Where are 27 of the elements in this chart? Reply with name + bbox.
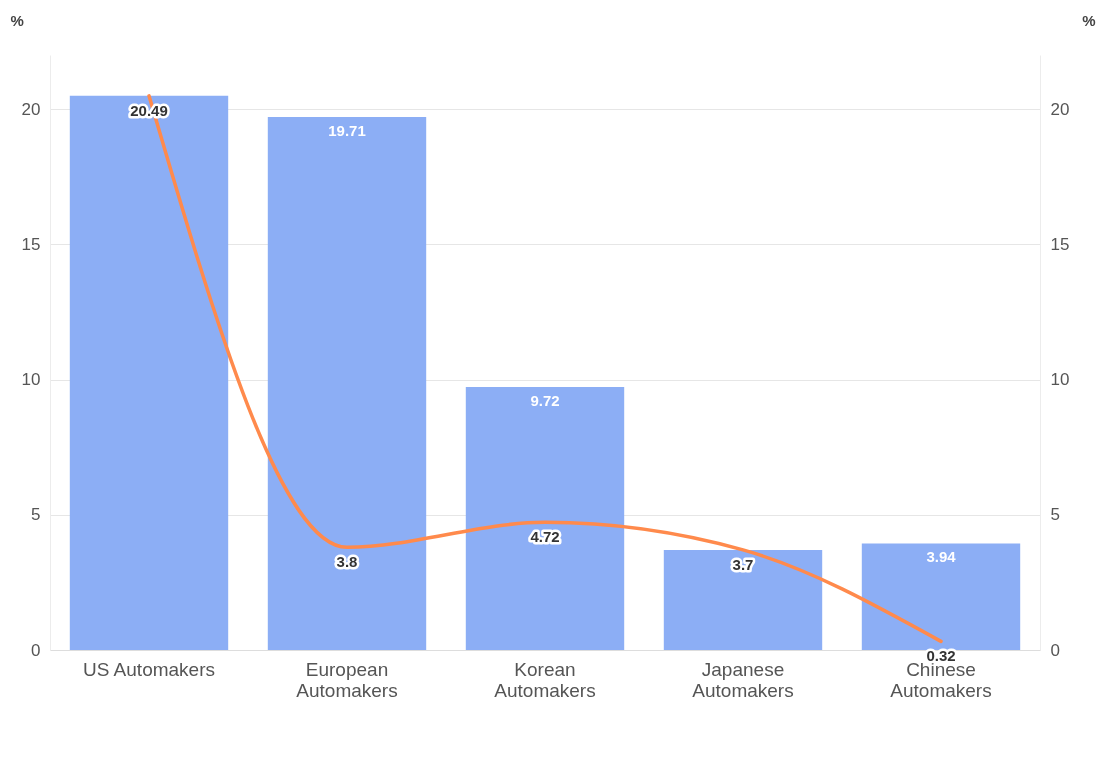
bar: [69, 95, 229, 650]
data-label: 3.94: [926, 548, 957, 566]
data-label: 3.8: [336, 553, 358, 571]
y-axis-title: %: [10, 11, 24, 29]
bar: [465, 387, 625, 650]
y2-tick-label: 0: [1050, 640, 1060, 660]
y2-tick-label: 5: [1050, 505, 1060, 525]
x-tick-label: Korean Automakers: [494, 658, 596, 701]
x-tick-label: Japanese Automakers: [692, 658, 794, 701]
y2-tick-label: 15: [1050, 234, 1070, 254]
y2-axis-title: %: [1082, 11, 1096, 29]
data-label: 19.71: [328, 121, 366, 139]
x-tick-label: European Automakers: [296, 658, 398, 701]
bar: [861, 543, 1021, 650]
y-tick-label: 15: [21, 234, 41, 254]
y-tick-label: 5: [31, 505, 41, 525]
y-tick-label: 10: [21, 370, 41, 390]
y2-tick-label: 10: [1050, 370, 1070, 390]
y2-tick-label: 20: [1050, 99, 1070, 119]
data-label: 3.7: [732, 555, 754, 573]
data-label: 4.72: [530, 528, 560, 546]
x-tick-label: US Automakers: [83, 658, 215, 680]
bar: [663, 549, 823, 650]
y-tick-label: 20: [21, 99, 41, 119]
data-label: 9.72: [530, 392, 560, 410]
bar: [267, 116, 427, 650]
y-tick-label: 0: [31, 640, 41, 660]
